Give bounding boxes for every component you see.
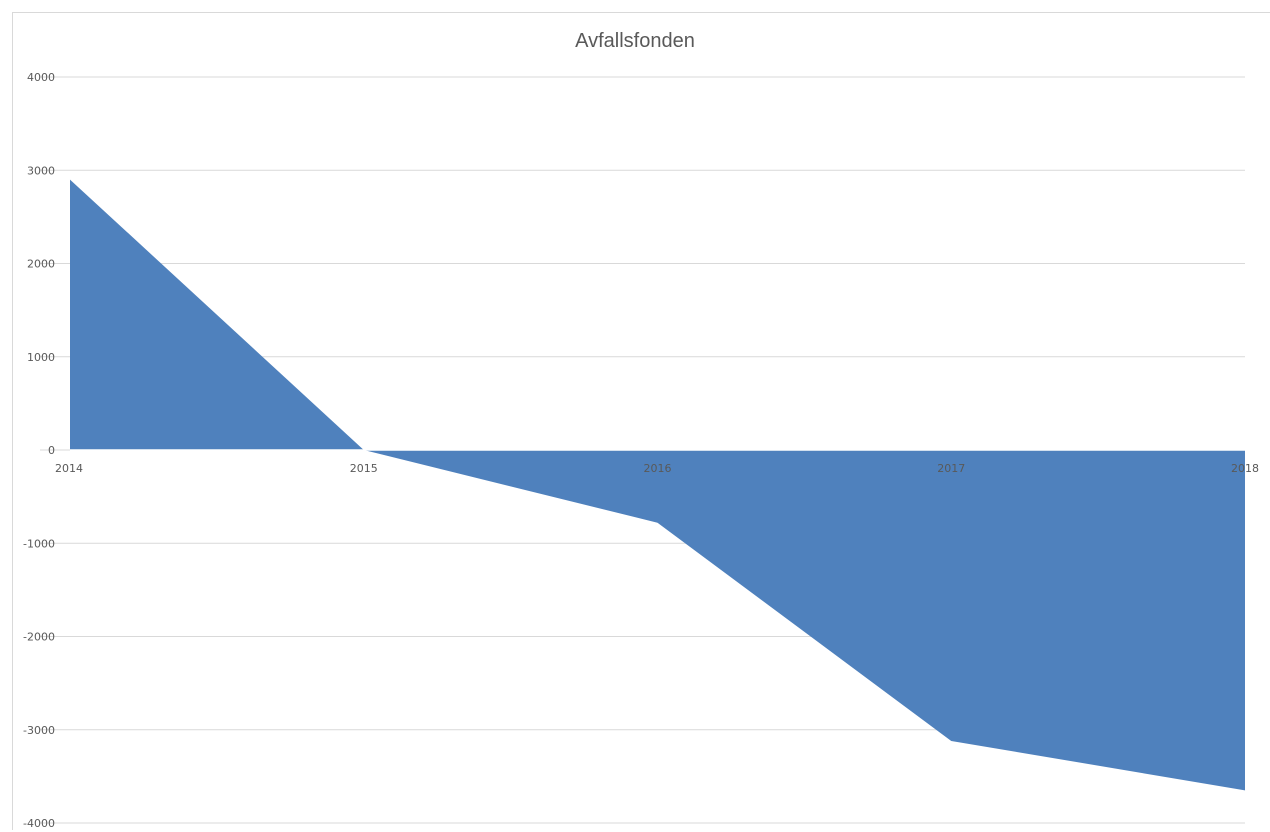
y-tick-label: -3000 (23, 724, 55, 737)
series-area (69, 179, 1246, 791)
y-axis-tick-labels: 4000 3000 2000 1000 0 -1000 -2000 -3000 -4000 (23, 71, 55, 830)
x-tick-label: 2015 (350, 462, 378, 475)
y-tick-label: 1000 (27, 351, 55, 364)
x-tick-label: 2016 (644, 462, 672, 475)
y-tick-label: 2000 (27, 258, 55, 271)
chart-title: Avfallsfonden (575, 30, 695, 52)
chart-area (12, 12, 1270, 830)
y-tick-label: 3000 (27, 164, 55, 177)
x-tick-label: 2018 (1231, 462, 1259, 475)
area-series-fill (70, 179, 1245, 791)
y-tick-label: -1000 (23, 537, 55, 550)
y-tick-label: -4000 (23, 817, 55, 830)
x-tick-label: 2014 (55, 462, 83, 475)
x-axis-tick-labels: 2014 2015 2016 2017 2018 (55, 462, 1259, 475)
y-tick-label: -2000 (23, 631, 55, 644)
y-tick-label: 4000 (27, 71, 55, 84)
x-tick-label: 2017 (937, 462, 965, 475)
y-tick-label: 0 (48, 444, 55, 457)
